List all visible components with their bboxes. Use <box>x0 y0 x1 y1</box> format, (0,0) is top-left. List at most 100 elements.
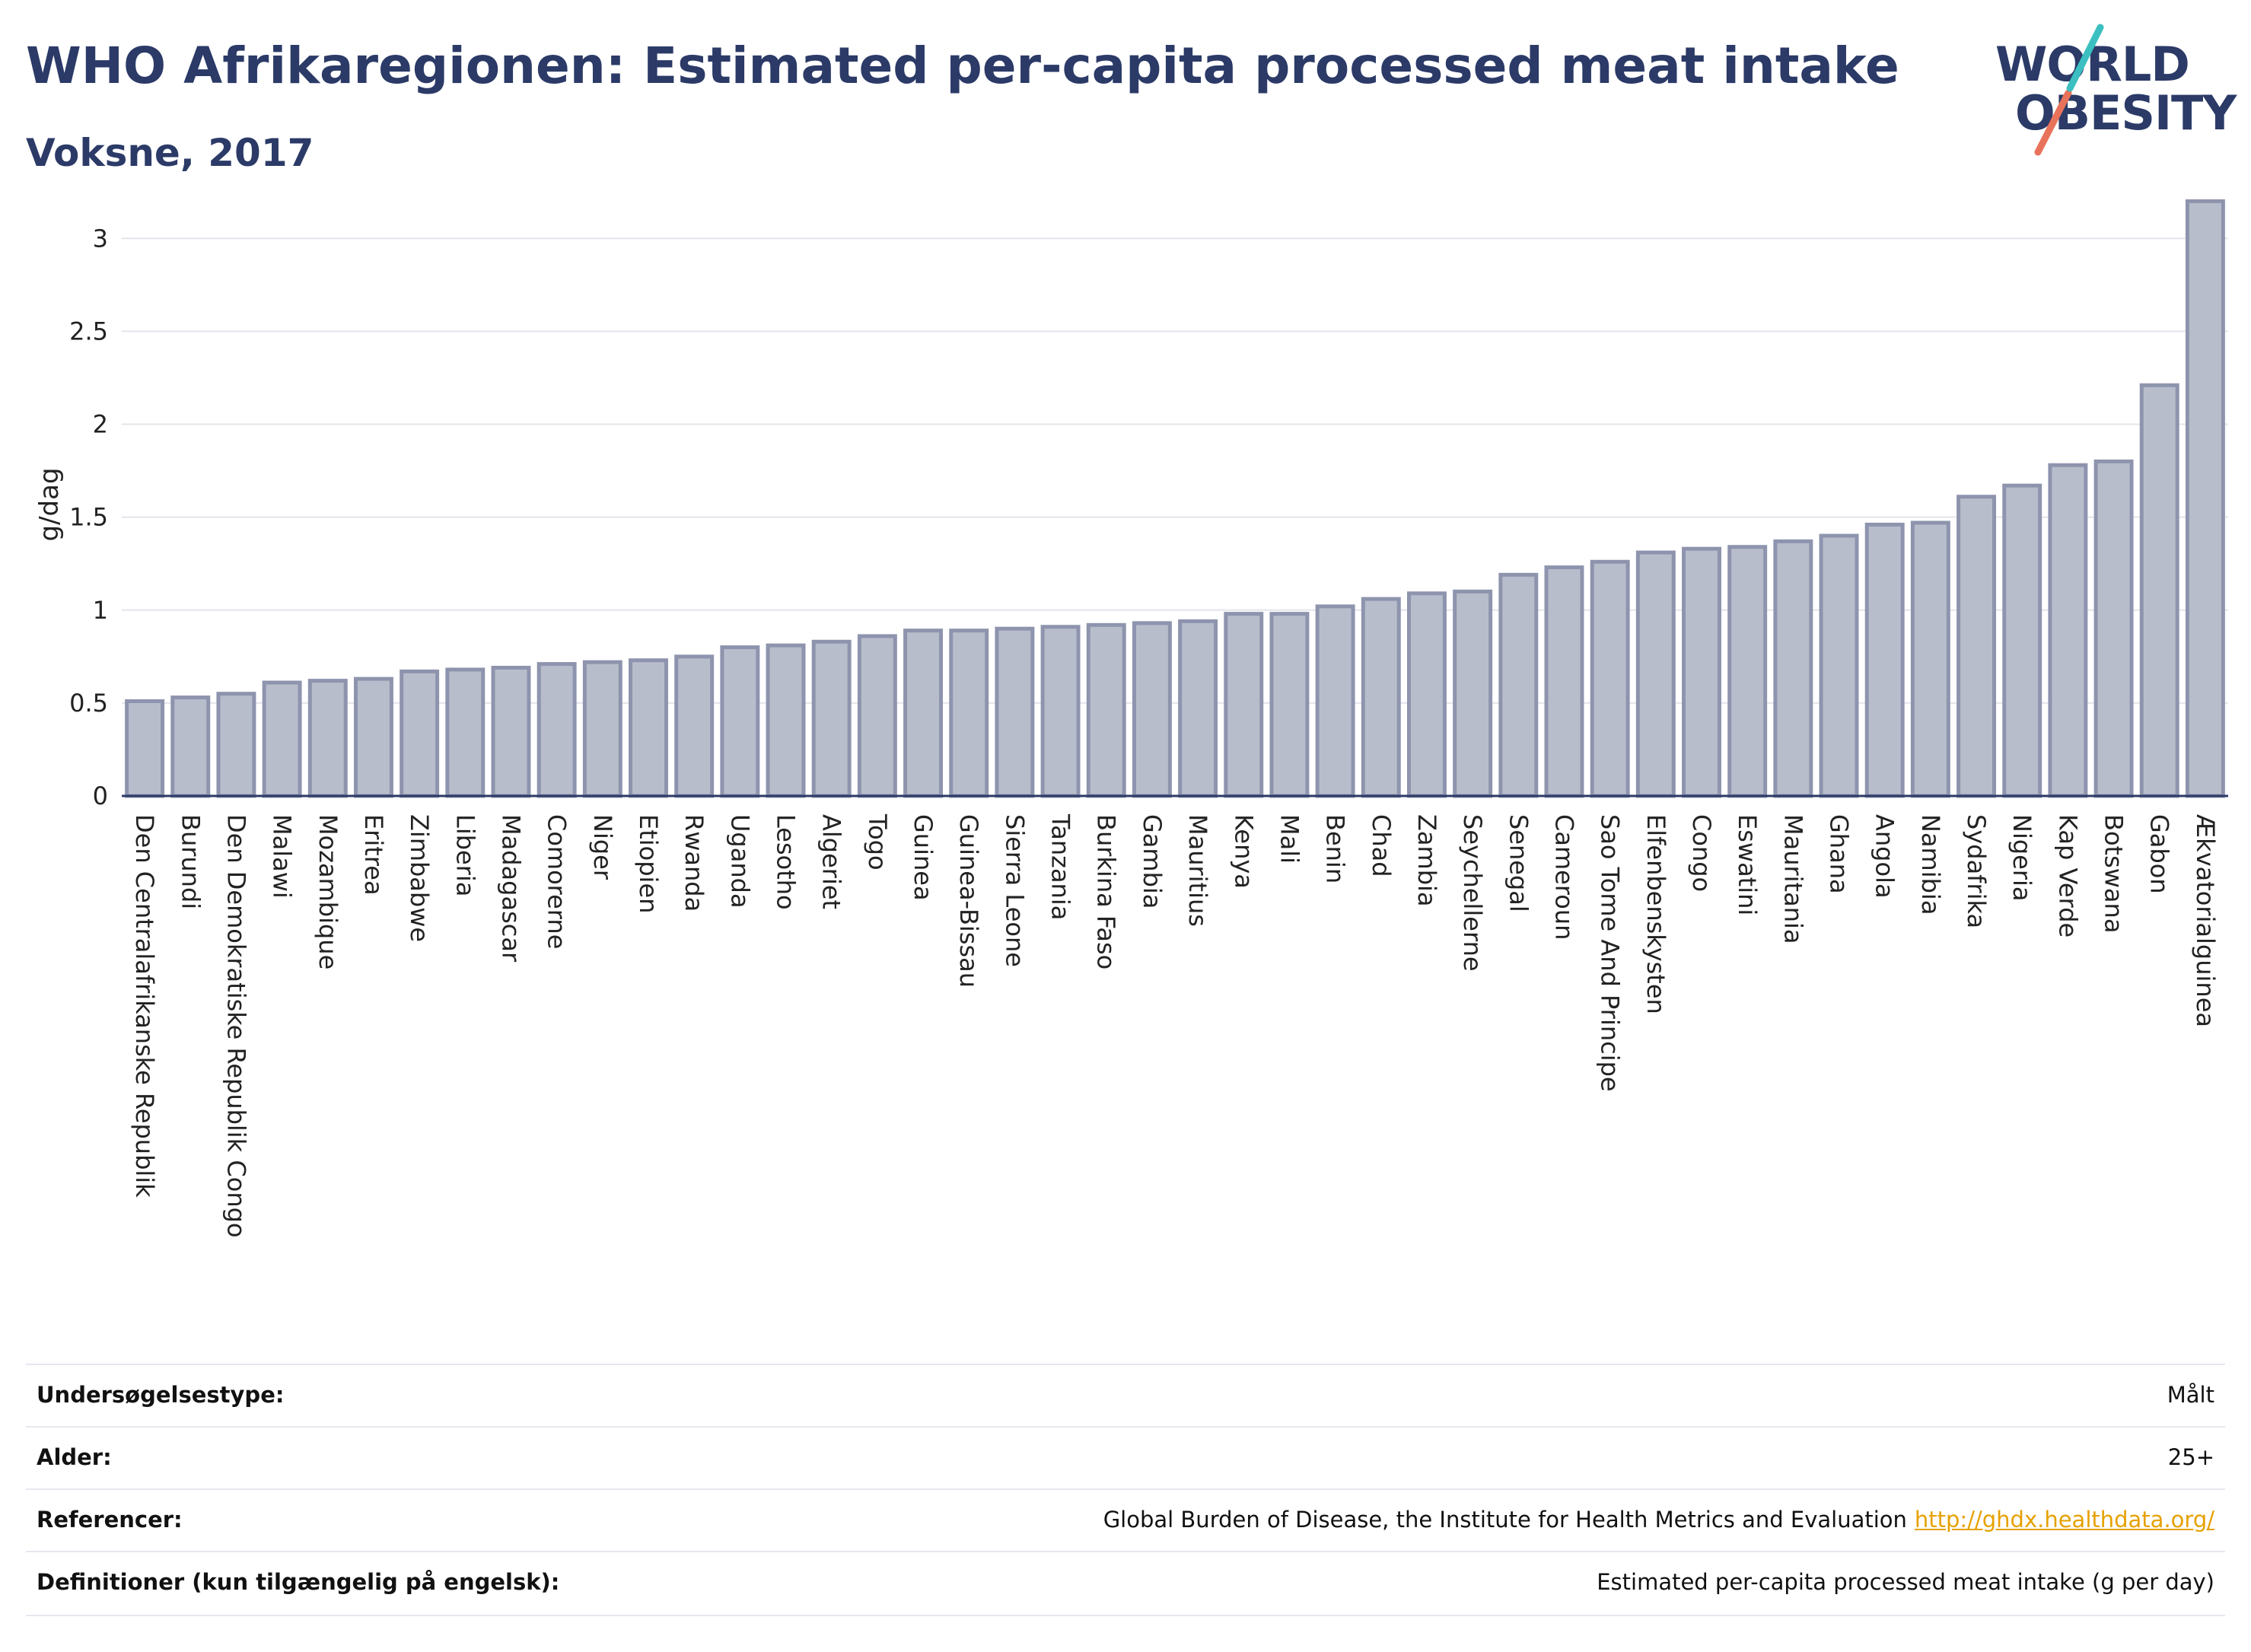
x-tick-label: Madagascar <box>496 814 525 963</box>
meta-label: Undersøgelsestype: <box>37 1382 285 1408</box>
bar <box>949 629 989 798</box>
logo-slash-icon <box>2034 24 2104 156</box>
x-tick-label: Sydafrika <box>1962 814 1991 928</box>
bar <box>307 679 348 798</box>
x-tick-label: Kenya <box>1229 814 1258 889</box>
x-tick-label: Zimbabwe <box>405 814 434 942</box>
x-tick-label: Gambia <box>1138 814 1167 909</box>
x-tick-label: Malawi <box>268 814 297 899</box>
x-tick-label: Eritrea <box>359 814 388 896</box>
x-tick-label: Ækvatorialguinea <box>2191 814 2220 1027</box>
x-tick-label: Congo <box>1687 814 1716 892</box>
bar <box>353 676 393 798</box>
x-tick-label: Seychellerne <box>1458 814 1487 972</box>
meta-value-references: Global Burden of Disease, the Institute … <box>1103 1507 2214 1533</box>
meta-value: Målt <box>2167 1382 2214 1408</box>
bar <box>2139 383 2179 798</box>
bar <box>491 665 531 798</box>
x-tick-label: Chad <box>1367 814 1396 877</box>
meta-value: Estimated per-capita processed meat inta… <box>1597 1569 2214 1595</box>
x-tick-label: Cameroun <box>1549 814 1578 940</box>
meta-row-definitions: Definitioner (kun tilgængelig på engelsk… <box>26 1551 2225 1616</box>
meta-row-references: Referencer: Global Burden of Disease, th… <box>26 1488 2225 1552</box>
bar <box>400 669 440 798</box>
bar <box>1178 619 1218 798</box>
y-tick-label: 0.5 <box>69 689 108 718</box>
x-tick-label: Angola <box>1871 814 1899 899</box>
bar <box>811 639 852 798</box>
x-tick-label: Benin <box>1321 814 1350 883</box>
bar <box>536 662 577 798</box>
bar <box>1086 622 1126 798</box>
x-tick-label: Rwanda <box>680 814 708 912</box>
meta-value: 25+ <box>2167 1444 2214 1470</box>
bar <box>1498 572 1539 798</box>
x-tick-label: Sao Tome And Principe <box>1596 814 1625 1092</box>
bar <box>766 643 806 798</box>
x-tick-label: Zambia <box>1412 814 1441 907</box>
bar <box>629 658 668 798</box>
bar <box>2185 199 2225 798</box>
x-tick-label: Uganda <box>725 814 754 909</box>
y-tick-label: 1 <box>93 596 108 625</box>
world-obesity-logo: WORLD OBESITY <box>1986 23 2237 160</box>
bar <box>582 660 622 798</box>
bar <box>1590 559 1630 798</box>
x-tick-label: Eswatini <box>1733 814 1762 915</box>
bar <box>1819 533 1859 798</box>
x-tick-label: Mozambique <box>314 814 342 969</box>
meta-row-age: Alder: 25+ <box>26 1426 2225 1490</box>
bar <box>903 629 944 798</box>
x-tick-label: Sierra Leone <box>1000 814 1029 967</box>
meta-label: Alder: <box>37 1444 112 1470</box>
bar <box>857 634 897 798</box>
x-tick-label: Niger <box>588 814 617 880</box>
bar <box>1544 565 1584 798</box>
x-tick-label: Mauritius <box>1183 814 1212 927</box>
bar <box>2093 459 2134 798</box>
bar <box>2048 463 2088 798</box>
bar <box>1453 589 1493 798</box>
bar <box>1635 550 1676 798</box>
x-tick-label: Gabon <box>2145 814 2174 894</box>
bar <box>1132 621 1172 798</box>
page-subtitle: Voksne, 2017 <box>26 131 314 175</box>
x-tick-label: Guinea <box>909 814 938 901</box>
x-tick-label: Comorerne <box>543 814 572 949</box>
meta-label: Definitioner (kun tilgængelig på engelsk… <box>37 1569 560 1595</box>
bar <box>1040 625 1081 798</box>
x-tick-label: Kap Verde <box>2053 814 2082 937</box>
bar <box>1269 612 1310 798</box>
reference-link[interactable]: http://ghdx.healthdata.org/ <box>1914 1507 2214 1533</box>
x-tick-label: Botswana <box>2100 814 2128 933</box>
meta-row-survey-type: Undersøgelsestype: Målt <box>26 1364 2225 1428</box>
x-tick-label: Elfenbenskysten <box>1641 814 1670 1014</box>
bar <box>2002 483 2042 798</box>
bar <box>1361 597 1401 798</box>
bar <box>1773 539 1813 798</box>
x-tick-label: Den Centralafrikanske Republik <box>130 814 159 1198</box>
x-tick-label: Burundi <box>176 814 205 909</box>
x-tick-label: Nigeria <box>2007 814 2036 901</box>
x-tick-label: Liberia <box>451 814 479 896</box>
y-tick-label: 1.5 <box>69 503 108 532</box>
x-tick-label: Burkina Faso <box>1092 814 1121 969</box>
x-tick-label: Den Demokratiske Republik Congo <box>221 814 250 1237</box>
x-tick-label: Etiopien <box>634 814 663 913</box>
x-tick-label: Lesotho <box>772 814 801 910</box>
y-tick-label: 2.5 <box>69 317 108 345</box>
x-tick-label: Senegal <box>1504 814 1533 912</box>
bar <box>262 680 302 798</box>
x-tick-label: Algeriet <box>817 814 846 909</box>
y-tick-label: 2 <box>93 410 108 439</box>
bar-chart: 0 0.5 1 1.5 2 2.5 3 g/dag Den Centralafrikanske … <box>34 199 2228 1237</box>
bar <box>170 695 211 798</box>
bar <box>720 645 760 798</box>
bar <box>1406 591 1447 798</box>
bar <box>1910 520 1950 798</box>
x-tick-label: Tanzania <box>1046 813 1075 920</box>
y-tick-label: 3 <box>93 224 108 253</box>
bar <box>1956 495 1997 798</box>
bar <box>674 654 715 798</box>
bar <box>1682 546 1721 798</box>
